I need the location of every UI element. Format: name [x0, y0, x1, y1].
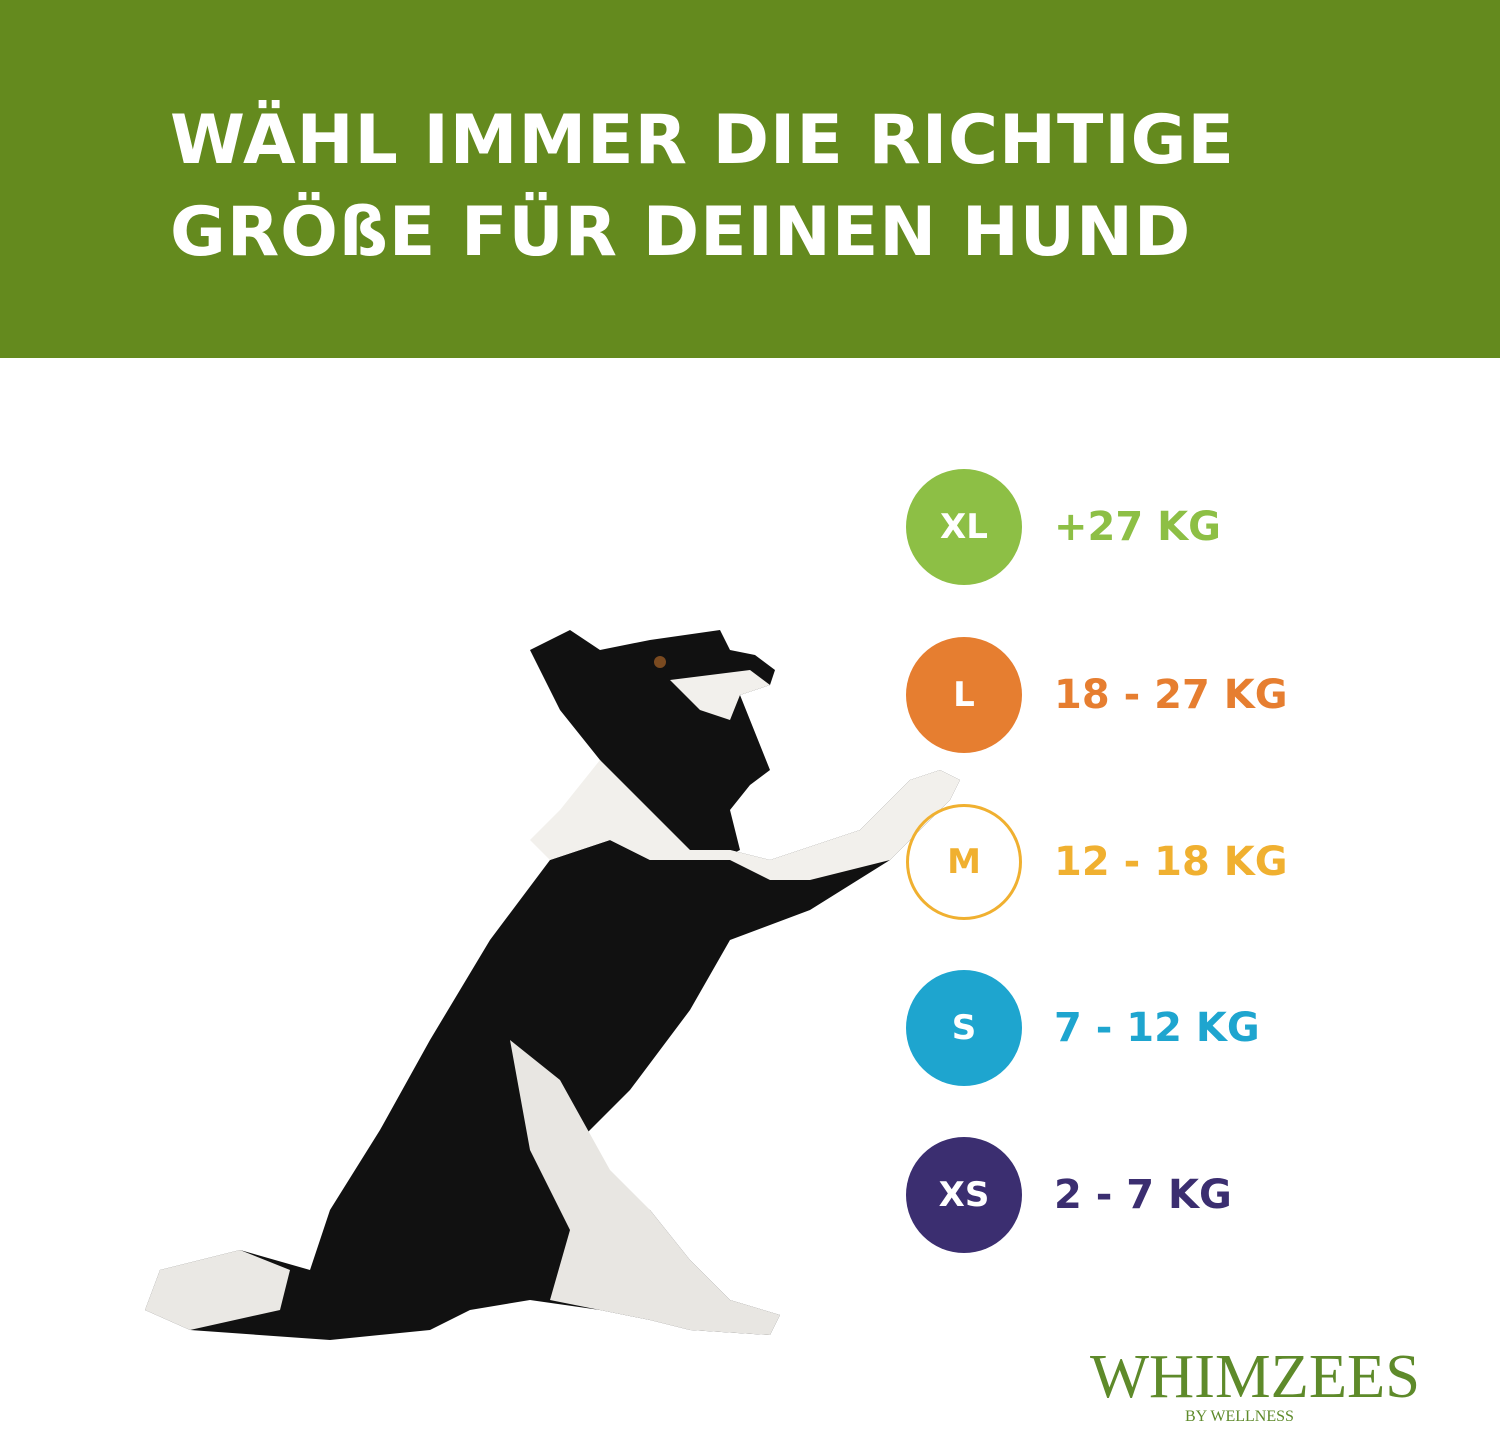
size-weight-m: 12 - 18 KG	[1054, 839, 1288, 885]
size-weight-l: 18 - 27 KG	[1054, 672, 1288, 718]
page-title: WÄHL IMMER DIE RICHTIGE GRÖßE FÜR DEINEN…	[170, 95, 1235, 279]
size-badge-s: S	[906, 970, 1022, 1086]
size-row-s: S 7 - 12 KG	[906, 969, 1260, 1087]
dog-image	[145, 630, 960, 1340]
size-row-xl: XL +27 KG	[906, 468, 1221, 586]
size-row-xs: XS 2 - 7 KG	[906, 1136, 1232, 1254]
svg-text:WHIMZEES: WHIMZEES	[1090, 1343, 1420, 1411]
size-weight-xs: 2 - 7 KG	[1054, 1172, 1232, 1218]
size-weight-s: 7 - 12 KG	[1054, 1005, 1260, 1051]
title-line-1: WÄHL IMMER DIE RICHTIGE	[170, 101, 1235, 180]
title-line-2: GRÖßE FÜR DEINEN HUND	[170, 193, 1192, 272]
size-row-l: L 18 - 27 KG	[906, 636, 1288, 754]
size-badge-m: M	[906, 804, 1022, 920]
size-weight-xl: +27 KG	[1054, 504, 1221, 550]
whimzees-logo: WHIMZEES BY WELLNESS	[1090, 1343, 1420, 1425]
svg-text:BY WELLNESS: BY WELLNESS	[1185, 1408, 1294, 1425]
size-badge-xs: XS	[906, 1137, 1022, 1253]
header-banner: WÄHL IMMER DIE RICHTIGE GRÖßE FÜR DEINEN…	[0, 0, 1500, 358]
size-badge-xl: XL	[906, 469, 1022, 585]
size-row-m: M 12 - 18 KG	[906, 803, 1288, 921]
size-badge-l: L	[906, 637, 1022, 753]
